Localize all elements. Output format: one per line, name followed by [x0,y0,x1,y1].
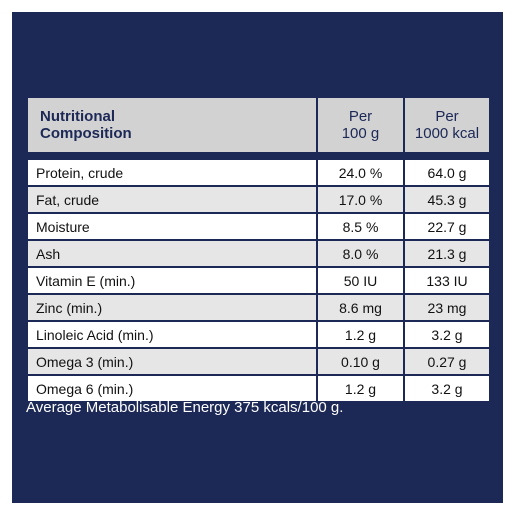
value-per-1000kcal: 64.0 g [403,158,491,187]
header-name-line1: Nutritional [40,108,115,125]
table-body: Protein, crude 24.0 % 64.0 g Fat, crude 17.0… [26,158,491,403]
value-per-1000kcal: 3.2 g [403,320,491,349]
value-per-100g: 8.0 % [316,239,405,268]
nutrient-label: Ash [26,239,318,268]
table-row: Omega 6 (min.) 1.2 g 3.2 g [26,374,491,403]
value-per-100g: 8.6 mg [316,293,405,322]
table-row: Ash 8.0 % 21.3 g [26,239,491,268]
nutrient-label: Zinc (min.) [26,293,318,322]
energy-footnote: Average Metabolisable Energy 375 kcals/1… [26,399,344,416]
header-col2-line2: 1000 kcal [414,125,480,142]
nutrient-label: Omega 3 (min.) [26,347,318,376]
value-per-1000kcal: 3.2 g [403,374,491,403]
value-per-1000kcal: 0.27 g [403,347,491,376]
nutrient-label: Omega 6 (min.) [26,374,318,403]
table-row: Vitamin E (min.) 50 IU 133 IU [26,266,491,295]
value-per-1000kcal: 23 mg [403,293,491,322]
table-row: Omega 3 (min.) 0.10 g 0.27 g [26,347,491,376]
nutrient-label: Fat, crude [26,185,318,214]
table-header-row: Nutritional Composition Per 100 g Per 10… [26,96,491,154]
value-per-100g: 0.10 g [316,347,405,376]
header-nutritional-composition: Nutritional Composition [26,96,318,154]
header-spacer [27,153,490,159]
nutrition-panel: Nutritional Composition Per 100 g Per 10… [12,12,503,503]
table-row: Protein, crude 24.0 % 64.0 g [26,158,491,187]
value-per-100g: 24.0 % [316,158,405,187]
header-per-1000kcal: Per 1000 kcal [403,96,491,154]
value-per-100g: 8.5 % [316,212,405,241]
table-row: Moisture 8.5 % 22.7 g [26,212,491,241]
value-per-100g: 1.2 g [316,374,405,403]
header-name-line2: Composition [40,125,132,142]
value-per-1000kcal: 21.3 g [403,239,491,268]
nutrition-table: Nutritional Composition Per 100 g Per 10… [26,96,491,403]
header-per-100g: Per 100 g [316,96,405,154]
value-per-100g: 1.2 g [316,320,405,349]
nutrient-label: Moisture [26,212,318,241]
table-row: Linoleic Acid (min.) 1.2 g 3.2 g [26,320,491,349]
value-per-1000kcal: 22.7 g [403,212,491,241]
table-row: Zinc (min.) 8.6 mg 23 mg [26,293,491,322]
header-col1-line2: 100 g [341,125,380,142]
value-per-1000kcal: 45.3 g [403,185,491,214]
nutrient-label: Vitamin E (min.) [26,266,318,295]
value-per-100g: 17.0 % [316,185,405,214]
nutrient-label: Protein, crude [26,158,318,187]
nutrient-label: Linoleic Acid (min.) [26,320,318,349]
value-per-1000kcal: 133 IU [403,266,491,295]
header-col1-line1: Per [348,108,373,125]
header-col2-line1: Per [435,108,459,125]
table-row: Fat, crude 17.0 % 45.3 g [26,185,491,214]
value-per-100g: 50 IU [316,266,405,295]
